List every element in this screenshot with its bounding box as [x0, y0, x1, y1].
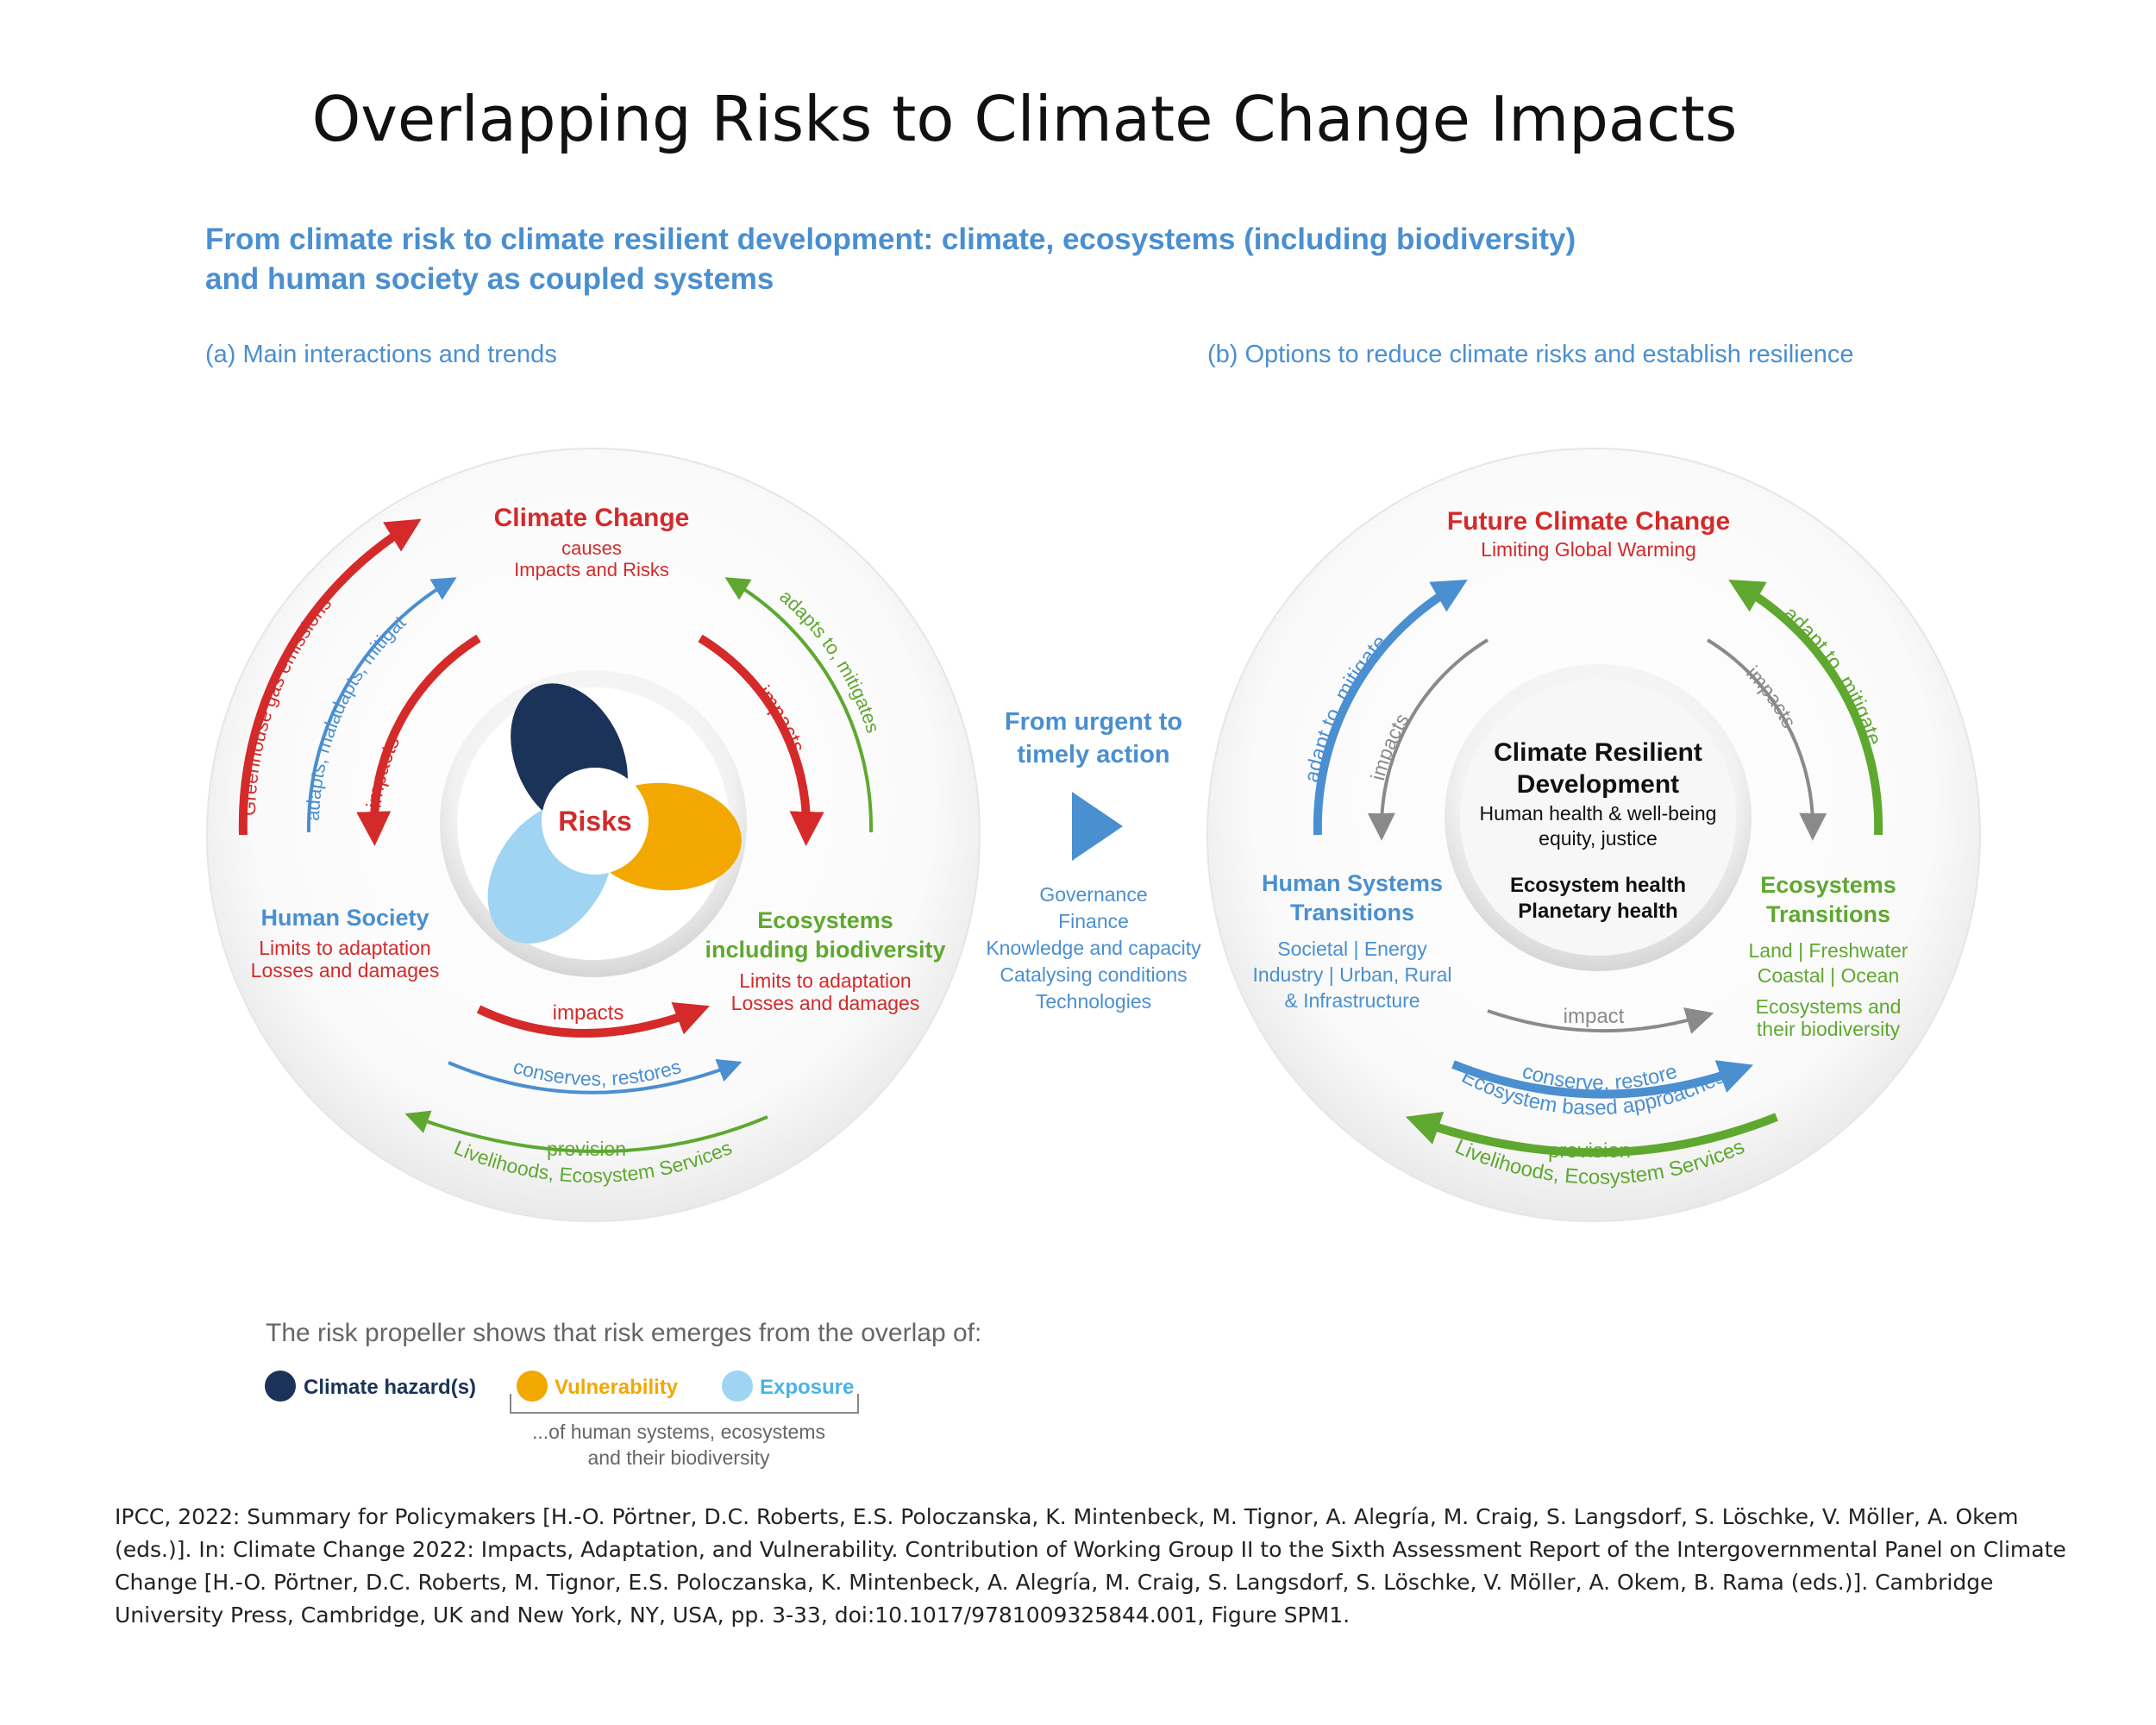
middle-heading-2: timely action — [1017, 741, 1169, 768]
hazard-label: Climate hazard(s) — [304, 1376, 476, 1399]
risks-center — [542, 768, 649, 875]
provision-label: provision — [547, 1138, 626, 1160]
human-line-3: & Infrastructure — [1284, 989, 1420, 1012]
human-society-line-2: Losses and damages — [251, 959, 440, 982]
future-title: Future Climate Change — [1447, 507, 1730, 536]
middle-item-4: Catalysing conditions — [1000, 963, 1187, 986]
risk-propeller: Risks — [487, 683, 742, 944]
impacts-right-arrow-b — [1706, 638, 1827, 841]
middle-heading-1: From urgent to — [1005, 708, 1182, 736]
crd-title-1: Climate Resilient — [1494, 738, 1702, 767]
conserve-arrow-b — [1451, 1060, 1754, 1099]
eco-line-4: their biodiversity — [1757, 1018, 1901, 1040]
impacts-right-arrow — [698, 634, 824, 846]
impacts-bottom-label: impacts — [553, 1001, 624, 1025]
eco-title-1: Ecosystems — [1760, 872, 1896, 898]
legend-bracket — [510, 1394, 859, 1414]
human-line-1: Societal | Energy — [1277, 938, 1427, 960]
adapts-arrow — [306, 577, 457, 833]
human-title-1: Human Systems — [1262, 870, 1443, 896]
middle-column: From urgent to timely action Governance … — [986, 708, 1201, 1013]
human-title-2: Transitions — [1290, 900, 1414, 925]
impact-bottom-label-b: impact — [1564, 1005, 1625, 1028]
page-title: Overlapping Risks to Climate Change Impa… — [312, 83, 1738, 155]
impacts-left-arrow-b — [1367, 638, 1489, 841]
conserves-arrow — [448, 1058, 743, 1095]
crd-bold-1: Ecosystem health — [1510, 874, 1686, 897]
panel-b-inner-disc — [1460, 680, 1736, 956]
human-society-line-1: Limits to adaptation — [259, 937, 430, 959]
legend-note-1: ...of human systems, ecosystems — [532, 1421, 825, 1443]
future-subtitle: Limiting Global Warming — [1481, 538, 1696, 561]
panel-a: Risks Greenhouse gas emissions adapts, m… — [0, 0, 981, 1222]
impact-bottom-arrow-b — [1487, 1007, 1714, 1034]
human-line-2: Industry | Urban, Rural — [1253, 963, 1452, 986]
heading-line-1: From climate risk to climate resilient d… — [205, 223, 1576, 256]
human-society-title: Human Society — [260, 905, 429, 931]
hazard-swatch — [265, 1371, 296, 1402]
middle-item-5: Technologies — [1036, 990, 1151, 1013]
vulnerability-label: Vulnerability — [555, 1376, 679, 1399]
panel-b-label: (b) Options to reduce climate risks and … — [1207, 341, 1854, 368]
panel-a-label: (a) Main interactions and trends — [205, 341, 557, 368]
citation-text: IPCC, 2022: Summary for Policymakers [H.… — [115, 1504, 2066, 1628]
greenhouse-arrow — [238, 518, 422, 836]
heading-line-2: and human society as coupled systems — [205, 262, 774, 296]
ecosystems-line-2: Losses and damages — [731, 992, 920, 1014]
climate-change-line-2: Impacts and Risks — [514, 559, 669, 580]
legend-intro: The risk propeller shows that risk emerg… — [266, 1319, 981, 1347]
adapts-right-arrow — [724, 577, 874, 833]
middle-item-1: Governance — [1039, 883, 1147, 906]
risks-label: Risks — [558, 806, 631, 837]
crd-bold-2: Planetary health — [1518, 900, 1677, 923]
play-arrow-icon — [1072, 792, 1123, 861]
middle-item-3: Knowledge and capacity — [986, 937, 1201, 959]
crd-line-1: Human health & well-being — [1480, 802, 1717, 825]
ecosystems-line-1: Limits to adaptation — [739, 969, 911, 992]
provision-arrow-b — [1405, 1112, 1778, 1157]
ecosystems-title-2: including biodiversity — [705, 937, 945, 963]
panel-b: Climate Resilient Development Human heal… — [1206, 448, 1981, 1222]
crd-line-2: equity, justice — [1539, 827, 1658, 850]
adapt-right-arrow — [1728, 579, 1883, 836]
eco-line-2: Coastal | Ocean — [1758, 964, 1900, 987]
vulnerability-swatch — [517, 1371, 548, 1402]
eco-line-1: Land | Freshwater — [1749, 939, 1908, 962]
crd-title-2: Development — [1517, 770, 1679, 799]
ecosystems-title-1: Ecosystems — [757, 907, 893, 933]
impacts-left-arrow — [356, 634, 481, 846]
climate-change-title: Climate Change — [494, 504, 690, 532]
legend: The risk propeller shows that risk emerg… — [265, 1319, 981, 1469]
legend-note-2: and their biodiversity — [588, 1446, 770, 1469]
adapt-left-arrow — [1313, 579, 1468, 836]
impacts-bottom-arrow — [476, 1001, 710, 1038]
exposure-swatch — [722, 1371, 753, 1402]
provision-label-b: provision — [1548, 1139, 1631, 1163]
climate-change-line-1: causes — [561, 537, 622, 559]
exposure-label: Exposure — [760, 1376, 854, 1399]
eco-title-2: Transitions — [1766, 901, 1890, 927]
provision-arrow — [404, 1110, 768, 1153]
middle-item-2: Finance — [1058, 910, 1129, 932]
eco-line-3: Ecosystems and — [1756, 995, 1902, 1018]
